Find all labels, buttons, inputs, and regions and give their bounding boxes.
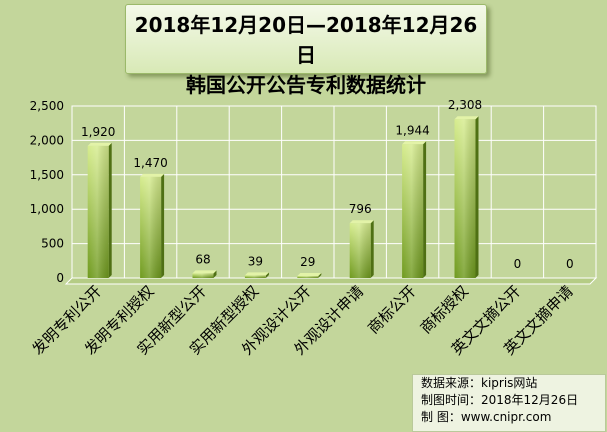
data-label: 39	[248, 254, 263, 268]
bar-3	[193, 270, 217, 278]
data-label: 1,944	[395, 123, 429, 137]
source-line-1: 数据来源：kipris网站	[413, 375, 605, 392]
category-label: 发明专利授权	[81, 282, 157, 358]
category-label: 英文文摘公开	[448, 282, 524, 358]
y-tick-label: 1,000	[30, 202, 64, 216]
category-label: 外观设计公开	[238, 282, 314, 358]
data-label: 796	[349, 202, 372, 216]
bar-6	[350, 220, 374, 278]
category-label: 商标授权	[417, 282, 472, 337]
data-source-box: 数据来源：kipris网站 制图时间：2018年12月26日 制 图：www.c…	[412, 374, 606, 432]
y-tick-label: 2,000	[30, 133, 64, 147]
chart-title-line1: 2018年12月20日—2018年12月26日	[126, 10, 486, 70]
bar-4	[245, 272, 269, 278]
data-label: 1,920	[81, 125, 115, 139]
category-label: 商标公开	[364, 282, 419, 337]
category-label: 发明专利公开	[29, 282, 105, 358]
category-label: 英文文摘申请	[500, 282, 576, 358]
y-tick-label: 500	[41, 237, 64, 251]
bar-1	[88, 143, 112, 278]
y-tick-label: 2,500	[30, 99, 64, 113]
source-line-3: 制 图：www.cnipr.com	[413, 409, 605, 426]
bar-7	[402, 141, 426, 278]
data-label: 68	[195, 252, 210, 266]
category-label: 实用新型公开	[133, 282, 209, 358]
data-label: 1,470	[133, 156, 167, 170]
y-tick-label: 1,500	[30, 168, 64, 182]
category-label: 实用新型授权	[186, 282, 262, 358]
chart-title-box: 2018年12月20日—2018年12月26日 韩国公开公告专利数据统计	[125, 4, 487, 74]
category-label: 外观设计申请	[291, 282, 367, 358]
chart-title-line2: 韩国公开公告专利数据统计	[126, 70, 486, 100]
chart-floor	[66, 278, 596, 284]
bar-8	[455, 116, 479, 278]
data-label: 0	[566, 257, 574, 271]
data-label: 2,308	[448, 98, 482, 112]
source-line-2: 制图时间：2018年12月26日	[413, 392, 605, 409]
data-label: 29	[300, 255, 315, 269]
plot-area	[72, 106, 596, 278]
y-tick-label: 0	[56, 271, 64, 285]
data-label: 0	[514, 257, 522, 271]
bar-2	[140, 174, 164, 278]
bar-5	[297, 273, 321, 278]
